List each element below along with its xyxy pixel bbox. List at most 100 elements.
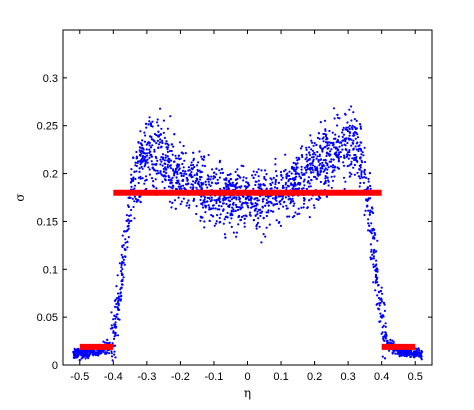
scatter-point	[139, 150, 142, 153]
scatter-point	[85, 353, 88, 356]
scatter-point	[141, 139, 144, 142]
scatter-point	[139, 195, 142, 198]
scatter-point	[143, 182, 146, 185]
scatter-point	[360, 153, 363, 156]
scatter-point	[159, 141, 162, 144]
scatter-point	[323, 169, 326, 172]
scatter-point	[382, 337, 385, 340]
scatter-point	[271, 181, 274, 184]
scatter-point	[119, 270, 123, 273]
y-tick-label: 0.3	[43, 73, 58, 85]
scatter-point	[330, 141, 334, 144]
scatter-point	[278, 201, 281, 204]
scatter-point	[284, 196, 287, 199]
scatter-point	[319, 162, 322, 165]
scatter-point	[326, 164, 329, 167]
scatter-point	[316, 150, 319, 154]
scatter-point	[116, 334, 120, 337]
scatter-point	[148, 148, 151, 151]
scatter-point	[195, 205, 198, 208]
scatter-point	[215, 173, 218, 176]
scatter-point	[274, 170, 278, 173]
scatter-point	[162, 131, 165, 134]
scatter-point	[296, 172, 299, 175]
scatter-point	[190, 171, 193, 174]
scatter-point	[274, 157, 277, 160]
scatter-point	[160, 139, 164, 142]
scatter-point	[175, 188, 178, 191]
scatter-point	[219, 187, 222, 190]
scatter-point	[215, 200, 218, 203]
scatter-point	[314, 175, 317, 179]
scatter-point	[166, 159, 169, 162]
scatter-point	[120, 286, 123, 289]
scatter-point	[176, 179, 179, 182]
scatter-point	[166, 150, 169, 153]
scatter-point	[128, 214, 131, 217]
scatter-point	[133, 187, 136, 190]
scatter-point	[333, 165, 336, 168]
scatter-point	[133, 217, 136, 220]
scatter-point	[156, 118, 159, 121]
scatter-point	[154, 178, 157, 181]
scatter-point	[117, 304, 120, 307]
scatter-point	[363, 213, 366, 217]
scatter-point	[162, 174, 165, 177]
scatter-point	[210, 175, 213, 178]
scatter-point	[292, 161, 295, 164]
scatter-point	[122, 261, 125, 264]
scatter-point	[196, 173, 199, 176]
scatter-point	[318, 153, 321, 156]
scatter-point	[171, 176, 174, 179]
scatter-point	[376, 270, 379, 273]
scatter-point	[130, 219, 133, 222]
scatter-point	[296, 166, 299, 169]
scatter-point	[293, 214, 296, 218]
scatter-point	[328, 129, 331, 133]
scatter-point	[299, 147, 303, 150]
scatter-point	[195, 172, 198, 175]
scatter-point	[144, 134, 147, 137]
scatter-point	[135, 150, 138, 154]
scatter-point	[270, 209, 273, 212]
scatter-point	[272, 203, 275, 206]
scatter-point	[239, 200, 242, 203]
scatter-point	[254, 183, 257, 187]
scatter-point	[312, 171, 315, 174]
scatter-point	[228, 179, 231, 182]
scatter-point	[338, 151, 341, 154]
scatter-point	[348, 127, 351, 131]
scatter-point	[118, 295, 121, 298]
scatter-point	[322, 140, 325, 143]
scatter-point	[343, 143, 346, 146]
scatter-point	[118, 298, 121, 301]
scatter-point	[352, 132, 355, 135]
scatter-point	[322, 170, 325, 173]
scatter-point	[377, 296, 381, 300]
scatter-point	[370, 206, 374, 209]
scatter-point	[227, 196, 230, 199]
scatter-point	[307, 185, 310, 188]
scatter-point	[328, 141, 331, 144]
scatter-point	[360, 170, 363, 173]
scatter-point	[247, 206, 250, 209]
scatter-point	[348, 151, 351, 154]
scatter-point	[76, 351, 80, 354]
scatter-point	[335, 151, 338, 154]
scatter-point	[222, 222, 225, 225]
scatter-point	[366, 205, 369, 208]
scatter-point	[299, 182, 302, 185]
scatter-point	[121, 273, 124, 277]
scatter-point	[234, 170, 237, 173]
scatter-point	[347, 157, 350, 160]
x-axis-label: η	[244, 386, 251, 400]
scatter-point	[290, 183, 293, 186]
scatter-point	[369, 258, 373, 261]
scatter-point	[326, 142, 329, 145]
scatter-point	[191, 167, 194, 170]
scatter-point	[257, 168, 260, 171]
scatter-point	[230, 209, 233, 212]
scatter-point	[305, 168, 308, 172]
scatter-point	[358, 123, 362, 126]
scatter-point	[185, 176, 188, 180]
